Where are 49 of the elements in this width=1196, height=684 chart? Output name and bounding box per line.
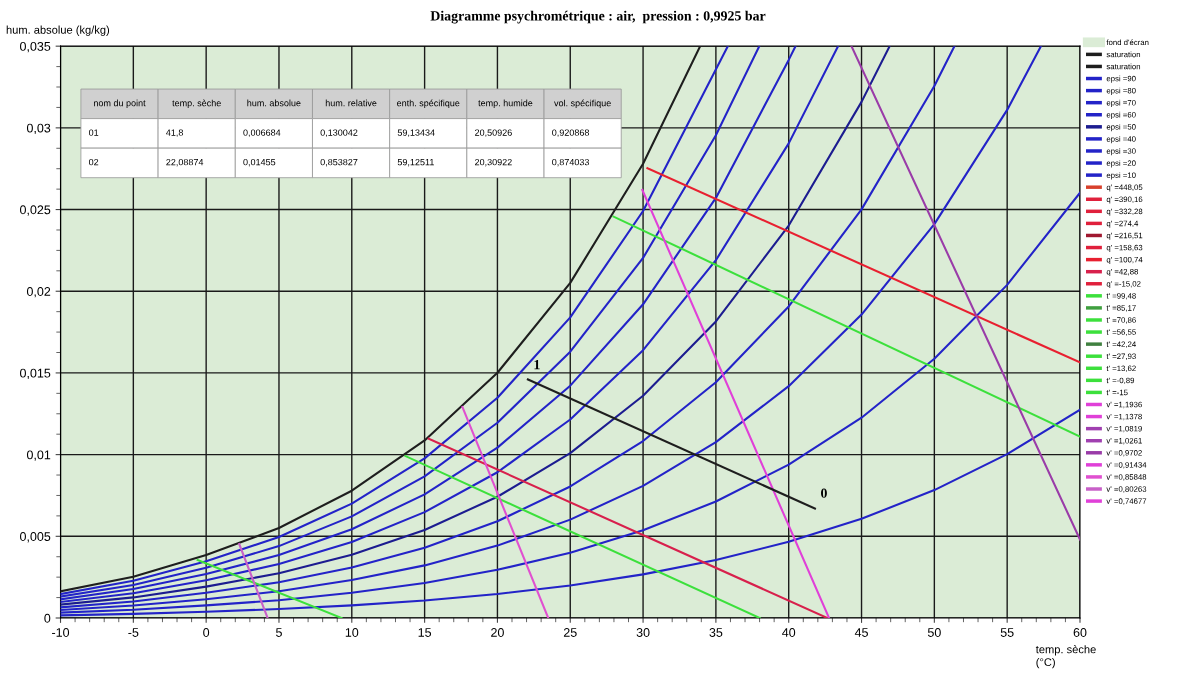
- x-tick-label: -5: [128, 628, 139, 637]
- x-tick-label: 10: [345, 628, 359, 637]
- annotation: 59,12511: [397, 158, 434, 167]
- y-axis-title: hum. absolue (kg/kg): [6, 25, 110, 36]
- y-tick-label: 0,025: [20, 205, 51, 216]
- annotation: nom du point: [94, 99, 146, 109]
- y-tick-label: 0,01: [26, 450, 51, 461]
- y-tick-label: 0,035: [20, 41, 51, 53]
- x-tick-label: 15: [418, 628, 432, 637]
- annotation: 02: [88, 158, 99, 166]
- annotation: 0: [821, 488, 827, 498]
- annotation: 01: [88, 129, 99, 136]
- annotation: 1: [534, 360, 540, 370]
- annotation: enth. spécifique: [397, 99, 460, 109]
- y-tick-label: 0,03: [26, 123, 51, 134]
- y-tick-label: 0: [44, 613, 51, 623]
- x-tick-label: 25: [563, 628, 577, 637]
- x-tick-label: 50: [927, 628, 941, 637]
- annotation: 0,853827: [320, 158, 358, 167]
- annotation: 0,874033: [552, 158, 590, 167]
- x-tick-label: 30: [636, 628, 650, 637]
- annotation: 41,8: [166, 129, 183, 137]
- annotation: hum. absolue: [247, 99, 301, 107]
- annotation: hum. relative: [325, 99, 377, 107]
- y-tick-label: 0,02: [26, 287, 51, 298]
- annotation: 22,08874: [166, 158, 204, 167]
- x-tick-label: 35: [709, 628, 723, 637]
- x-tick-label: 45: [854, 628, 868, 637]
- annotation: vol. spécifique: [554, 99, 611, 109]
- y-tick-label: 0,005: [20, 532, 51, 543]
- x-tick-label: 40: [782, 628, 796, 637]
- annotation: 0,01455: [243, 158, 276, 167]
- x-tick-label: 60: [1073, 628, 1087, 637]
- y-tick-label: 0,015: [20, 368, 51, 380]
- x-tick-label: 5: [276, 628, 282, 637]
- annotation: 0,920868: [552, 129, 590, 137]
- annotation: 0,130042: [320, 129, 358, 137]
- x-axis-title: temp. sèche (°C): [1035, 645, 1096, 669]
- annotation: temp. humide: [478, 99, 533, 109]
- x-tick-label: -10: [52, 628, 70, 637]
- annotation: 59,13434: [397, 129, 435, 137]
- annotation: 20,50926: [475, 129, 512, 137]
- annotation: 0,006684: [243, 129, 281, 137]
- x-tick-label: 20: [491, 628, 504, 637]
- chart-title: Diagramme psychrométrique : air, pression : 0,9925 bar: [430, 10, 766, 24]
- x-tick-label: 0: [203, 628, 210, 637]
- x-tick-label: 55: [1000, 628, 1014, 637]
- annotation: 20,30922: [475, 158, 512, 167]
- annotation: temp. sèche: [172, 99, 221, 109]
